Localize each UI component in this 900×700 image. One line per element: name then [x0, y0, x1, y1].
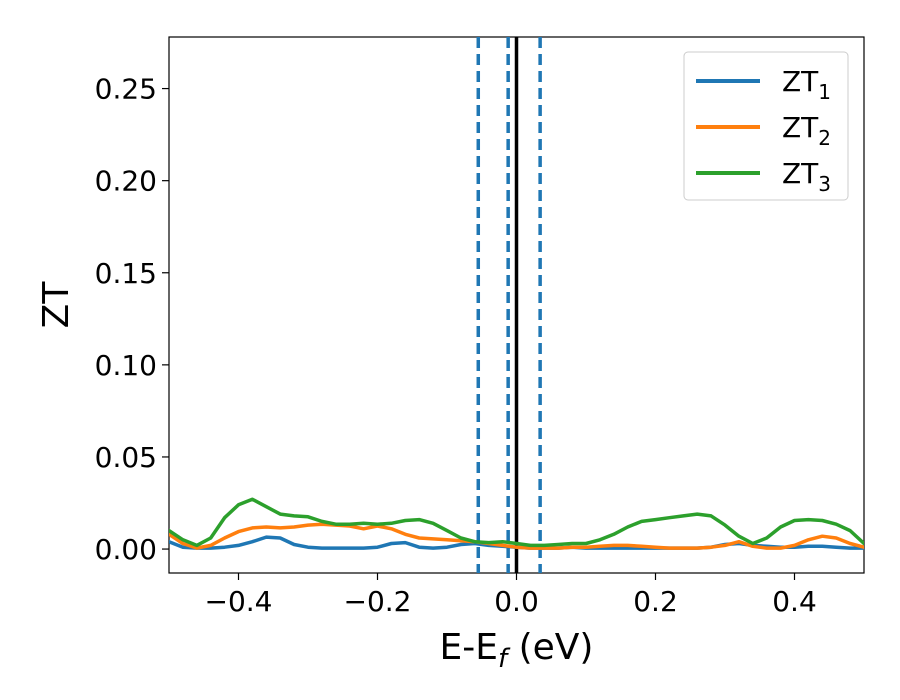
plot-area	[168, 36, 865, 574]
y-axis-label: ZT	[36, 281, 77, 329]
reference-lines	[476, 37, 542, 573]
y-tick-label: 0.00	[95, 533, 157, 566]
x-axis-label-unit: (eV)	[507, 627, 593, 668]
y-tick-label: 0.05	[95, 441, 157, 474]
series-line-zt3	[169, 497, 864, 548]
legend-label-zt1: ZT1	[782, 65, 831, 104]
y-tick-label: 0.15	[95, 257, 157, 290]
x-tick-label: −0.2	[344, 585, 412, 618]
legend-items: ZT1 ZT2 ZT3	[696, 65, 831, 196]
x-tick-label: 0.2	[633, 585, 678, 618]
legend: ZT1 ZT2 ZT3	[683, 51, 849, 201]
series-line-zt2	[169, 522, 864, 550]
legend-label-zt2: ZT2	[782, 111, 831, 150]
x-axis-ticks: −0.4 −0.2 0.0 0.2 0.4	[205, 573, 817, 618]
y-axis-ticks: 0.00 0.05 0.10 0.15 0.20 0.25	[95, 73, 169, 566]
x-axis-label: E-Ef (eV)	[440, 627, 594, 674]
legend-label-zt3: ZT3	[782, 157, 831, 196]
x-tick-label: −0.4	[205, 585, 273, 618]
x-tick-label: 0.4	[772, 585, 817, 618]
x-tick-label: 0.0	[494, 585, 539, 618]
y-tick-label: 0.25	[95, 73, 157, 106]
x-axis-label-main: E-E	[440, 627, 498, 668]
y-tick-label: 0.20	[95, 165, 157, 198]
legend-box	[683, 51, 849, 201]
series-lines	[169, 497, 864, 550]
y-tick-label: 0.10	[95, 349, 157, 382]
